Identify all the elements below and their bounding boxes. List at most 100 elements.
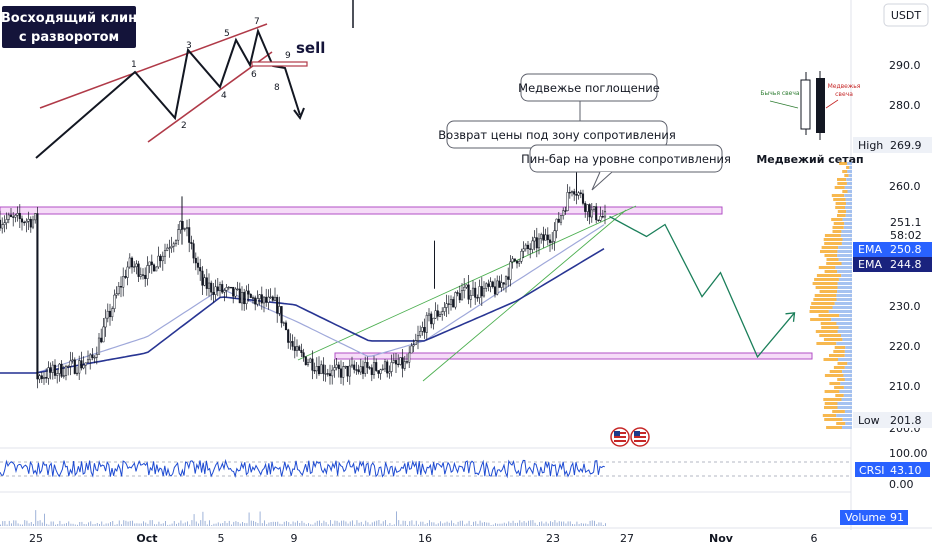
bull-candle-body — [800, 79, 811, 130]
volume-profile-bar — [824, 418, 843, 421]
volume-profile-bar — [834, 302, 852, 305]
candle-body — [498, 280, 501, 288]
candle-body — [557, 218, 560, 223]
candle-body — [348, 365, 351, 377]
volume-bar — [343, 520, 345, 526]
time-tick: 9 — [291, 532, 298, 545]
volume-bar — [264, 520, 265, 526]
volume-bar — [41, 522, 43, 526]
svg-text:58:02: 58:02 — [890, 229, 922, 242]
candle-body — [524, 244, 527, 250]
badge-ema-fast: EMA 250.8 — [853, 242, 932, 257]
volume-profile-bar — [844, 378, 852, 381]
candle-body — [280, 306, 283, 324]
volume-bar — [305, 524, 307, 526]
currency-label[interactable]: USDT — [891, 9, 922, 22]
forecast-arrowhead — [785, 312, 796, 322]
volume-bar — [165, 521, 166, 526]
callout-engulfing[interactable]: Медвежье поглощение — [518, 73, 660, 150]
candle-body — [89, 354, 92, 361]
volume-profile-bar — [816, 274, 842, 277]
candle-body — [339, 368, 343, 378]
candle-body — [243, 292, 246, 305]
wave-label: 7 — [254, 17, 260, 27]
candle-body — [289, 341, 292, 343]
volume-profile-bar — [845, 422, 852, 425]
candle-body — [152, 264, 156, 272]
volume-profile-bar — [842, 338, 852, 341]
volume-bar — [492, 524, 494, 526]
candle-body — [399, 357, 402, 365]
volume-bar — [514, 523, 516, 526]
svg-text:250.8: 250.8 — [890, 243, 922, 256]
volume-profile — [809, 162, 852, 429]
volume-profile-bar — [837, 286, 852, 289]
callout-return[interactable]: Возврат цены под зону сопротивления — [438, 120, 676, 149]
candle-body — [60, 363, 63, 377]
candle-body — [337, 364, 340, 370]
candle-body — [45, 377, 48, 379]
volume-profile-bar — [847, 362, 852, 365]
time-tick: 25 — [29, 532, 43, 545]
price-axis[interactable]: 290.0 280.0 260.0 230.0 220.0 210.0 200.… — [889, 59, 921, 435]
volume-profile-bar — [845, 346, 852, 349]
candle-body — [403, 361, 406, 369]
volume-bar — [312, 524, 314, 526]
volume-profile-bar — [832, 306, 852, 309]
volume-bar — [411, 520, 413, 526]
volume-bar — [195, 521, 197, 526]
inset-sell-label: sell — [296, 39, 325, 57]
wave-label: 2 — [181, 121, 187, 131]
wedge-upper-line — [297, 205, 637, 361]
callout-pinbar[interactable]: Пин-бар на уровне сопротивления — [521, 144, 731, 191]
volume-bar — [6, 524, 8, 526]
currency-box[interactable] — [883, 3, 929, 27]
volume-profile-bar — [813, 298, 837, 301]
volume-profile-bar — [845, 198, 852, 201]
volume-bar — [587, 524, 589, 526]
volume-bar — [94, 524, 96, 526]
volume-bar — [299, 523, 301, 526]
candle-body — [40, 375, 43, 380]
volume-bar — [2, 521, 4, 526]
volume-bar — [435, 524, 437, 526]
candle-body — [12, 216, 15, 218]
ema-slow-polyline — [0, 248, 605, 374]
volume-bar — [508, 521, 510, 526]
volume-profile-bar — [821, 246, 839, 249]
time-axis[interactable]: 25 Oct 5 9 16 23 27 Nov 6 — [29, 532, 818, 545]
volume-bar — [336, 520, 338, 526]
candle-body — [438, 314, 442, 317]
volume-profile-bar — [836, 298, 852, 301]
volume-bar — [66, 523, 67, 526]
candle-body — [526, 244, 530, 249]
volume-bar — [0, 524, 1, 526]
volume-bar — [442, 523, 444, 526]
volume-profile-bar — [842, 238, 852, 241]
candle-body — [258, 294, 261, 299]
volume-profile-bar — [844, 366, 852, 369]
volume-bar — [558, 521, 560, 526]
candle-body — [452, 299, 455, 308]
volume-profile-bar — [837, 182, 847, 185]
candle-body — [163, 250, 167, 257]
volume-bar — [184, 522, 186, 526]
volume-bar — [103, 524, 105, 526]
volume-bar — [437, 523, 439, 526]
price-tick: 260.0 — [889, 180, 921, 193]
candle-body — [201, 270, 204, 286]
volume-bar — [4, 521, 6, 526]
volume-bar — [286, 521, 287, 526]
candle-body — [392, 360, 395, 363]
volume-bar — [462, 520, 463, 526]
volume-bar — [479, 520, 481, 526]
candle-body — [331, 369, 334, 377]
volume-bar — [349, 521, 351, 526]
candle-body — [579, 192, 582, 195]
event-flags[interactable] — [610, 427, 650, 447]
volume-profile-bar — [838, 246, 852, 249]
candle-body — [496, 280, 499, 295]
volume-bar — [354, 524, 356, 526]
candle-body — [388, 371, 391, 374]
